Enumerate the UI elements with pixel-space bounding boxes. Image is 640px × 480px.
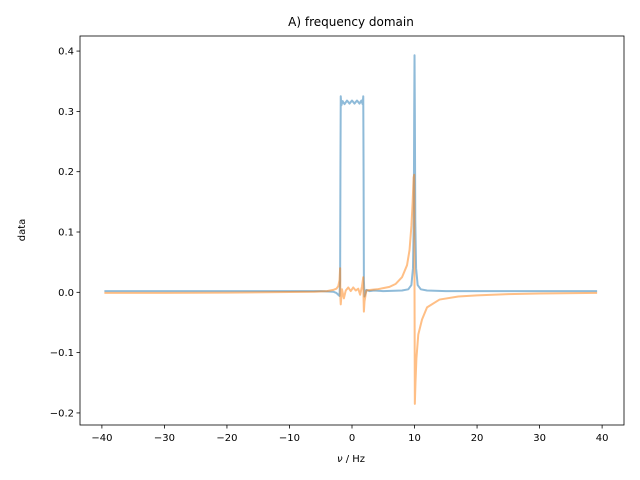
- x-tick-label: 10: [408, 433, 421, 444]
- y-tick-label: 0.0: [58, 288, 74, 299]
- x-tick-label: −10: [279, 433, 300, 444]
- y-tick-label: 0.2: [58, 167, 74, 178]
- series-line-2: [104, 173, 598, 405]
- y-axis: −0.2 −0.1 0.0 0.1 0.2 0.3 0.4: [50, 47, 80, 419]
- x-tick-label: −30: [154, 433, 175, 444]
- x-tick-label: 20: [471, 433, 484, 444]
- x-tick-label: −40: [91, 433, 112, 444]
- x-axis-unit: / Hz: [343, 454, 366, 465]
- x-tick-label: 0: [349, 433, 355, 444]
- x-axis: −40 −30 −20 −10 0 10 20 30 40: [91, 425, 608, 444]
- y-axis-label: data: [17, 219, 28, 242]
- y-tick-label: 0.3: [58, 107, 74, 118]
- y-tick-label: 0.1: [58, 228, 74, 239]
- chart-title: A) frequency domain: [288, 15, 414, 29]
- x-axis-label: ν / Hz: [337, 454, 365, 465]
- x-tick-label: 30: [533, 433, 546, 444]
- y-tick-label: −0.2: [50, 408, 74, 419]
- x-axis-symbol: ν: [337, 454, 343, 465]
- series-layer: [104, 54, 598, 405]
- x-tick-label: −20: [216, 433, 237, 444]
- x-tick-label: 40: [596, 433, 609, 444]
- y-tick-label: −0.1: [50, 348, 74, 359]
- y-tick-label: 0.4: [58, 47, 74, 58]
- series-line-1: [104, 54, 598, 298]
